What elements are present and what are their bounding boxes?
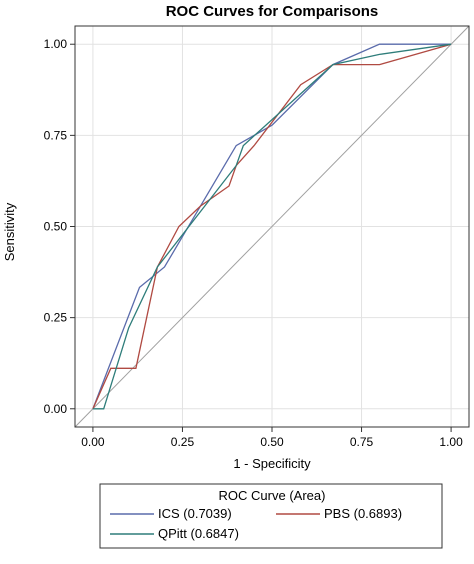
plot-area: 0.00 0.00 0.25 0.25 0.50 0.50 0.75 0.75 1.00 1.00 — [44, 25, 470, 449]
x-tick-label: 0.00 — [81, 435, 105, 449]
chart-title: ROC Curves for Comparisons — [166, 3, 379, 20]
y-tick-label: 0.75 — [44, 128, 68, 142]
legend-entry-pbs: PBS (0.6893) — [324, 506, 402, 521]
x-tick-label: 0.25 — [171, 435, 195, 449]
y-tick-label: 0.25 — [44, 311, 68, 325]
legend-entry-qpitt: QPitt (0.6847) — [158, 526, 239, 541]
legend-frame — [99, 483, 443, 549]
y-tick-label: 0.50 — [44, 220, 68, 234]
y-tick-label: 1.00 — [44, 37, 68, 51]
series-line-pbs — [92, 43, 452, 410]
x-tick-label: 1.00 — [439, 435, 463, 449]
legend: ROC Curve (Area) ICS (0.7039) PBS (0.6893… — [99, 483, 443, 549]
reference-line — [74, 25, 470, 428]
series-line-qpitt — [92, 43, 452, 410]
y-tick-label: 0.00 — [44, 402, 68, 416]
legend-title: ROC Curve (Area) — [219, 488, 326, 503]
legend-entry-ics: ICS (0.7039) — [158, 506, 232, 521]
x-tick-label: 0.50 — [260, 435, 284, 449]
y-axis-label: Sensitivity — [2, 202, 17, 261]
x-tick-label: 0.75 — [350, 435, 374, 449]
x-axis-label: 1 - Specificity — [233, 456, 311, 471]
